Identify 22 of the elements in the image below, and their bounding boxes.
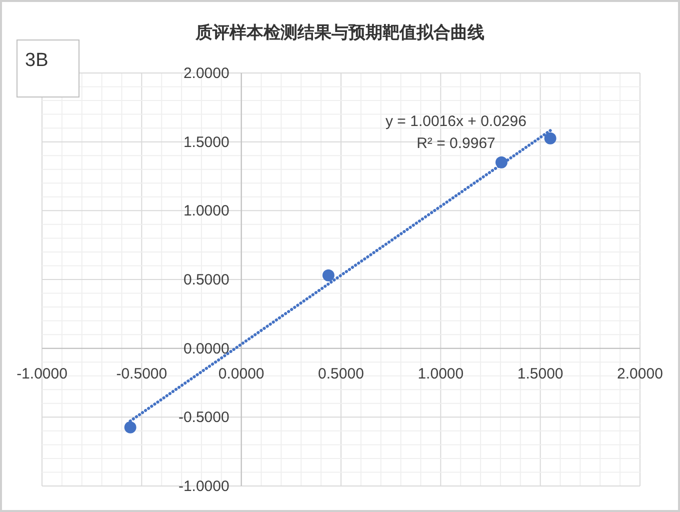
annotation: R² = 0.9967 [416, 135, 496, 152]
y-tick-label: -0.5000 [178, 409, 230, 426]
x-tick-label: 0.0000 [218, 365, 264, 382]
x-tick-label: -1.0000 [16, 365, 68, 382]
chart-title: 质评样本检测结果与预期靶值拟合曲线 [194, 23, 484, 42]
point [322, 269, 334, 282]
y-tick-label: 1.0000 [183, 202, 230, 220]
x-tick-label: 1.0000 [418, 365, 464, 382]
x-tick-label: 2.0000 [617, 365, 663, 382]
y-tick-label: 0.0000 [183, 340, 230, 358]
x-tick-label: 1.5000 [517, 365, 564, 382]
point [124, 421, 136, 434]
x-tick-label: -0.5000 [116, 365, 168, 382]
y-tick-label: 0.5000 [183, 272, 230, 288]
x-tick-label: 0.5000 [318, 365, 364, 382]
text: 3B [25, 50, 48, 71]
y-tick-label: 1.5000 [183, 134, 230, 151]
y-tick-label: -1.0000 [178, 478, 230, 495]
annotation: y = 1.0016x + 0.0296 [386, 113, 526, 130]
point [544, 132, 556, 144]
point [495, 156, 508, 168]
y-tick-label: 2.0000 [183, 65, 230, 82]
